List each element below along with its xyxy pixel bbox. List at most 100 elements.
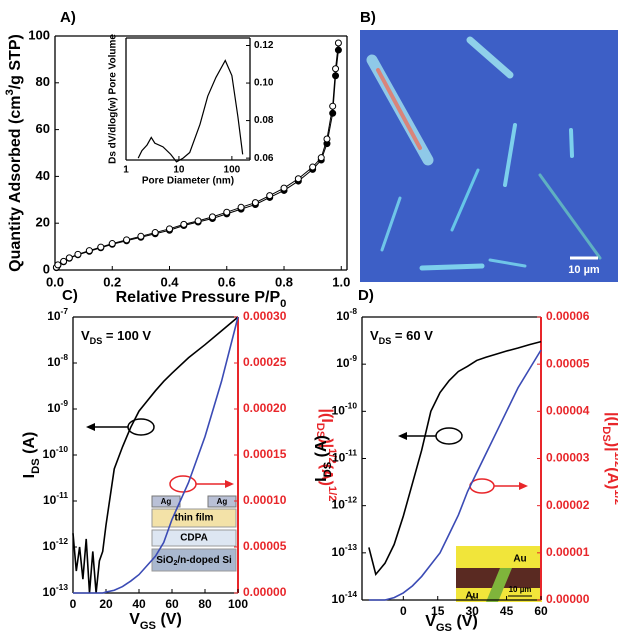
x-tick-label: 0.2	[103, 274, 121, 289]
y2-tick-label: 0.00006	[546, 309, 590, 323]
x-axis-label: VGS (V)	[425, 613, 478, 632]
y-axis-label: Quantity Adsorbed (cm3/g STP)	[4, 34, 24, 272]
y-tick-label: 10-13	[332, 542, 358, 559]
text-part: -13	[345, 542, 357, 552]
text-part: 3	[4, 89, 16, 95]
text-part: DS	[314, 423, 326, 439]
annotation: VDS = 100 V	[81, 328, 151, 346]
inset-background	[126, 38, 250, 160]
panel-label: C)	[62, 287, 78, 304]
y2-tick-label: 0.00005	[243, 539, 287, 553]
y-tick-label: 10-11	[43, 490, 68, 507]
text-part: 10	[43, 585, 57, 599]
inset-label: Ag	[217, 497, 228, 506]
y-tick-label: 20	[36, 215, 50, 230]
x-tick-label: 0.0	[46, 274, 64, 289]
text-part: V	[370, 328, 379, 343]
data-point	[280, 184, 288, 192]
data-point	[323, 135, 331, 143]
text-part: DS	[322, 461, 334, 477]
data-point	[294, 175, 302, 183]
y2-tick-label: 0.00004	[546, 404, 590, 418]
panel-label: A)	[60, 9, 76, 26]
y2-tick-label: 0.00000	[546, 592, 590, 606]
x-tick-label: 30	[465, 604, 479, 618]
y-tick-label: 10-9	[336, 353, 357, 370]
data-point	[166, 225, 174, 233]
y-axis-label: IDS (A)	[21, 432, 42, 479]
y2-tick-label: 0.00000	[243, 585, 287, 599]
x-axis-label: Pore Diameter (nm)	[142, 176, 234, 187]
text-part: 10	[47, 401, 61, 415]
y2-tick-label: 0.00001	[546, 545, 590, 559]
data-point	[329, 102, 337, 110]
y2-tick-label: 0.00015	[243, 447, 287, 461]
data-point	[266, 192, 274, 200]
text-part: 1/2	[326, 486, 338, 502]
text-part: (V)	[452, 613, 478, 630]
x-tick-label: 0.4	[160, 274, 179, 289]
text-part: GS	[436, 622, 453, 632]
y-tick-label: 40	[36, 168, 50, 183]
x-tick-label: 1	[123, 165, 129, 176]
y-tick-label: 100	[28, 27, 50, 42]
text-part: 1/2	[326, 448, 338, 464]
x-tick-label: 60	[165, 597, 179, 611]
text-part: 10	[43, 539, 57, 553]
data-point	[223, 208, 231, 216]
text-part: 2	[173, 560, 177, 567]
y-tick-label: 0	[43, 261, 50, 276]
text-part: 10	[336, 309, 350, 323]
x-tick-label: 0.6	[218, 274, 236, 289]
text-part: )|	[604, 442, 618, 452]
panel-label: B)	[360, 9, 376, 26]
text-part: 10	[332, 592, 346, 606]
text-part: 10	[43, 447, 57, 461]
text-part: 0	[280, 298, 286, 310]
y-tick-label: 10-13	[43, 582, 69, 599]
text-part: -12	[345, 495, 357, 505]
y-tick-label: 10-10	[332, 401, 358, 418]
text-part: V	[129, 611, 140, 628]
text-part: I	[313, 477, 330, 481]
y-axis-label: Ds dV/dlog(w) Pore Volume	[108, 34, 119, 164]
inset-label: SiO2/n-doped Si	[156, 555, 232, 568]
x-tick-label: 100	[228, 597, 248, 611]
text-part: 10	[47, 355, 61, 369]
text-part: 10	[332, 404, 346, 418]
text-part: I	[21, 474, 38, 478]
text-part: = 100 V	[102, 328, 151, 343]
text-part: -10	[56, 444, 68, 454]
text-part: 10	[332, 498, 346, 512]
text-part: DS	[90, 336, 103, 346]
text-part: 10	[47, 309, 61, 323]
x-tick-label: 1.0	[332, 274, 350, 289]
data-point	[309, 163, 317, 171]
data-point	[97, 243, 105, 251]
x-tick-label: 20	[99, 597, 113, 611]
text-part: |(I	[604, 412, 618, 426]
series-line	[368, 340, 542, 577]
y2-tick-label: 0.00025	[243, 355, 287, 369]
text-part: (V)	[156, 611, 182, 628]
annotation-arrows	[86, 418, 528, 494]
micrograph	[360, 30, 618, 282]
text-part: 10	[332, 451, 346, 465]
data-point	[74, 250, 82, 258]
panel-label: D)	[358, 287, 374, 304]
data-point	[137, 232, 145, 240]
inset-label: CDPA	[180, 533, 208, 544]
y2-tick-label: 0.00003	[546, 451, 590, 465]
inset-label: Au	[513, 554, 526, 565]
data-point	[54, 261, 62, 269]
x-tick-label: 0	[70, 597, 77, 611]
series-line	[73, 316, 239, 594]
inset-label: thin film	[175, 513, 214, 524]
data-point	[208, 213, 216, 221]
text-part: DS	[30, 458, 42, 474]
text-part: -8	[350, 306, 358, 316]
inset-label: Ag	[161, 497, 172, 506]
y2-tick-label: 0.00030	[243, 309, 287, 323]
text-part: -7	[61, 306, 69, 316]
